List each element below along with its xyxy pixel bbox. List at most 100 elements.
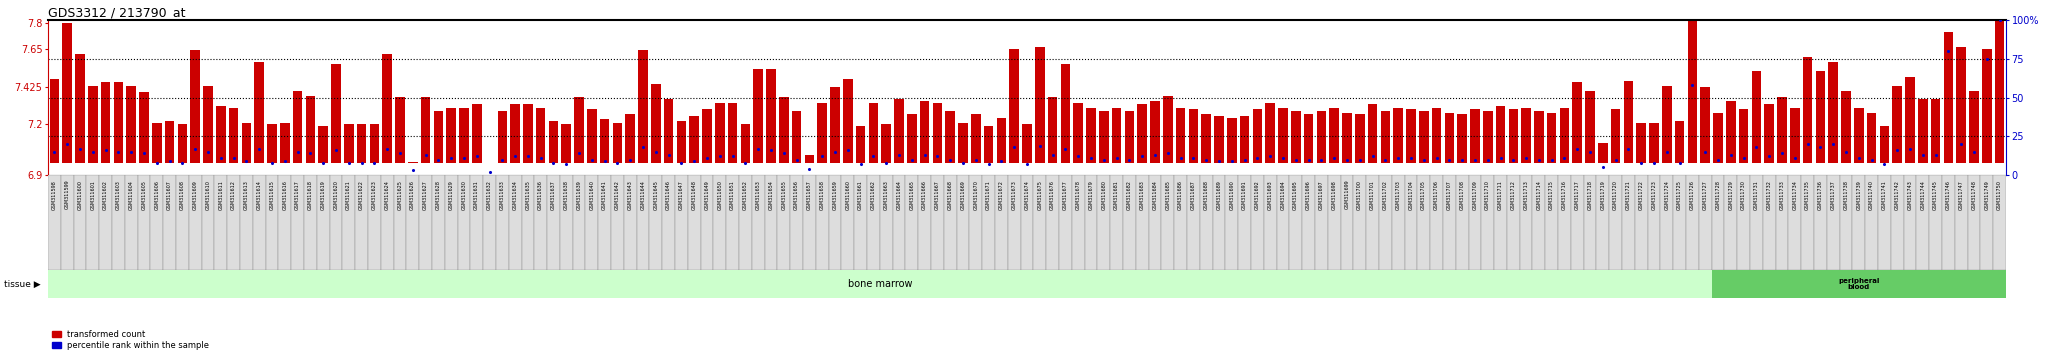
Bar xyxy=(727,103,737,163)
Bar xyxy=(49,79,59,163)
Bar xyxy=(471,175,483,270)
Text: GSM311734: GSM311734 xyxy=(1792,180,1798,210)
Point xyxy=(1868,161,1901,167)
Text: GSM311743: GSM311743 xyxy=(1907,180,1913,210)
Bar xyxy=(610,175,625,270)
Bar xyxy=(1303,175,1315,270)
Point xyxy=(1536,157,1569,162)
Text: GSM311670: GSM311670 xyxy=(973,180,979,210)
Bar xyxy=(1188,109,1198,163)
Bar xyxy=(1380,111,1391,163)
Text: peripheral
blood: peripheral blood xyxy=(1839,278,1880,290)
Point xyxy=(1434,157,1466,162)
Point xyxy=(51,141,84,147)
Bar xyxy=(113,175,125,270)
Text: GSM311697: GSM311697 xyxy=(1319,180,1323,210)
Text: GSM311737: GSM311737 xyxy=(1831,180,1835,210)
Point xyxy=(1305,157,1337,162)
Bar xyxy=(1098,175,1110,270)
Text: GSM311631: GSM311631 xyxy=(475,180,479,210)
Point xyxy=(1548,155,1581,161)
Bar xyxy=(664,99,674,163)
Bar xyxy=(612,123,623,163)
Bar xyxy=(995,175,1008,270)
Bar xyxy=(1151,101,1159,163)
Bar xyxy=(1405,175,1417,270)
Point xyxy=(1253,154,1286,159)
Text: GSM311654: GSM311654 xyxy=(768,180,774,210)
Point xyxy=(1382,155,1415,161)
Point xyxy=(1509,155,1542,161)
Point xyxy=(1419,155,1452,161)
Bar xyxy=(47,270,1712,298)
Bar xyxy=(498,111,508,163)
Bar xyxy=(483,175,496,270)
Text: GSM311657: GSM311657 xyxy=(807,180,811,210)
Bar xyxy=(1251,175,1264,270)
Bar xyxy=(406,175,420,270)
Bar xyxy=(1817,70,1825,163)
Bar xyxy=(137,175,150,270)
Bar xyxy=(1456,175,1468,270)
Bar xyxy=(932,175,944,270)
Text: GSM311606: GSM311606 xyxy=(154,180,160,210)
Bar xyxy=(242,123,252,163)
Text: GSM311725: GSM311725 xyxy=(1677,180,1681,210)
Point xyxy=(958,157,991,162)
Bar xyxy=(1534,111,1544,163)
Text: GSM311615: GSM311615 xyxy=(270,180,274,210)
Bar xyxy=(1737,175,1751,270)
Bar xyxy=(1366,175,1378,270)
Bar xyxy=(1458,114,1466,163)
Point xyxy=(1178,155,1210,161)
Bar xyxy=(1520,175,1532,270)
Bar xyxy=(1317,111,1327,163)
Text: GSM311705: GSM311705 xyxy=(1421,180,1425,210)
Bar xyxy=(522,175,535,270)
Bar xyxy=(1917,175,1929,270)
Text: GSM311607: GSM311607 xyxy=(168,180,172,210)
Point xyxy=(268,158,301,164)
Text: GSM311629: GSM311629 xyxy=(449,180,453,210)
Text: GSM311748: GSM311748 xyxy=(1972,180,1976,210)
Bar xyxy=(588,109,596,163)
Bar xyxy=(1495,175,1507,270)
Point xyxy=(1663,160,1696,165)
Text: GSM311628: GSM311628 xyxy=(436,180,440,210)
Bar xyxy=(764,175,778,270)
Bar xyxy=(727,175,739,270)
Point xyxy=(1266,155,1298,161)
Bar xyxy=(254,62,264,163)
Text: GSM311665: GSM311665 xyxy=(909,180,913,210)
Bar xyxy=(625,114,635,163)
Bar xyxy=(1853,108,1864,163)
Bar xyxy=(1878,175,1890,270)
Point xyxy=(666,160,698,165)
Point xyxy=(1855,157,1888,162)
Bar xyxy=(1724,175,1737,270)
Bar xyxy=(471,104,481,163)
Bar xyxy=(1712,270,2005,298)
Text: GSM311613: GSM311613 xyxy=(244,180,250,210)
Text: GSM311746: GSM311746 xyxy=(1946,180,1952,210)
Point xyxy=(1982,17,2015,23)
Bar xyxy=(281,123,289,163)
Bar xyxy=(1673,175,1686,270)
Bar xyxy=(279,175,291,270)
Text: GSM311721: GSM311721 xyxy=(1626,180,1630,210)
Text: GSM311744: GSM311744 xyxy=(1921,180,1925,210)
Bar xyxy=(1636,123,1647,163)
Point xyxy=(985,158,1018,164)
Bar xyxy=(342,175,354,270)
Bar xyxy=(971,114,981,163)
Bar xyxy=(1073,103,1083,163)
Point xyxy=(678,158,711,164)
Bar xyxy=(1059,175,1071,270)
Bar xyxy=(446,108,457,163)
Bar xyxy=(1622,175,1634,270)
Point xyxy=(1778,155,1810,161)
Bar xyxy=(983,175,995,270)
Bar xyxy=(459,108,469,163)
Bar xyxy=(1483,111,1493,163)
Point xyxy=(1638,160,1671,165)
